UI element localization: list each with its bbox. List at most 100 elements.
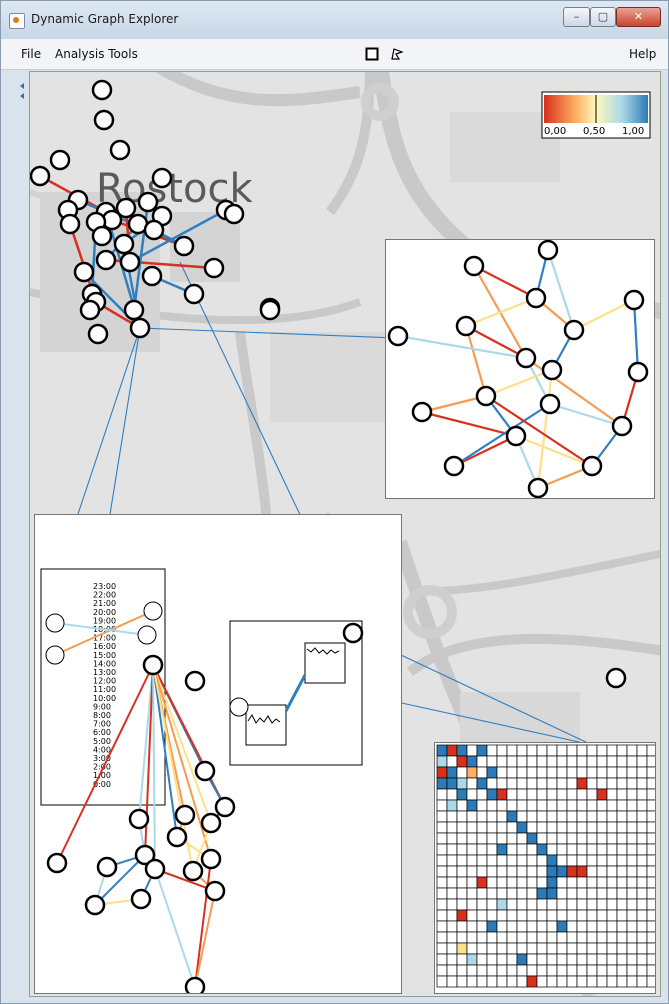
zoom-graph-node[interactable]: [627, 361, 649, 383]
matrix-cell: [516, 854, 528, 867]
time-scale-label: 15:00: [93, 651, 116, 660]
map-graph-node[interactable]: [203, 257, 225, 279]
time-graph-node[interactable]: [144, 858, 166, 880]
map-graph-node[interactable]: [119, 251, 141, 273]
map-graph-node[interactable]: [151, 167, 173, 189]
time-graph-node[interactable]: [194, 760, 216, 782]
map-graph-node[interactable]: [87, 323, 109, 345]
time-graph-node[interactable]: [184, 976, 206, 996]
map-graph-node[interactable]: [141, 265, 163, 287]
time-graph-node[interactable]: [137, 625, 157, 645]
map-graph-node[interactable]: [143, 219, 165, 241]
side-panel-toggle-icon[interactable]: [18, 81, 26, 101]
time-graph-node[interactable]: [200, 812, 222, 834]
time-graph-node[interactable]: [45, 645, 65, 665]
lasso-tool-icon[interactable]: [390, 47, 404, 61]
map-graph[interactable]: [30, 79, 281, 345]
map-graph-node[interactable]: [223, 203, 245, 225]
matrix-cell: [536, 777, 548, 790]
matrix-cell: [586, 821, 598, 834]
matrix-cell: [506, 942, 518, 955]
map-graph-node[interactable]: [73, 261, 95, 283]
adjacency-matrix-inset[interactable]: [434, 742, 658, 994]
map-graph-node[interactable]: [59, 213, 81, 235]
time-graph-node[interactable]: [84, 894, 106, 916]
matrix-cell: [636, 744, 648, 757]
menu-help[interactable]: Help: [629, 47, 657, 61]
map-graph-node[interactable]: [91, 225, 113, 247]
title-bar[interactable]: Dynamic Graph Explorer – ▢ ✕: [1, 1, 668, 39]
time-graph-node[interactable]: [143, 601, 163, 621]
map-graph-node[interactable]: [129, 317, 151, 339]
matrix-cell: [646, 766, 658, 779]
map-graph-node[interactable]: [259, 299, 281, 321]
matrix-cell: [516, 898, 528, 911]
map-graph-node[interactable]: [109, 139, 131, 161]
zoom-graph-node[interactable]: [539, 393, 561, 415]
zoom-graph-node[interactable]: [563, 319, 585, 341]
map-graph-node[interactable]: [95, 249, 117, 271]
time-graph-node[interactable]: [200, 848, 222, 870]
map-graph-node[interactable]: [91, 79, 113, 101]
time-graph-node[interactable]: [182, 860, 204, 882]
time-graph-node[interactable]: [96, 856, 118, 878]
menu-file[interactable]: File: [21, 47, 42, 61]
maximize-button[interactable]: ▢: [590, 7, 616, 27]
close-button[interactable]: ✕: [616, 7, 661, 27]
time-graph-node[interactable]: [204, 880, 226, 902]
time-graph-node[interactable]: [128, 808, 150, 830]
time-graph-node[interactable]: [45, 613, 65, 633]
map-canvas[interactable]: Rostock 0,00: [29, 71, 661, 997]
zoom-graph-node[interactable]: [411, 401, 433, 423]
map-graph-node[interactable]: [49, 149, 71, 171]
zoom-graph-node[interactable]: [581, 455, 603, 477]
time-scale-label: 12:00: [93, 677, 116, 686]
matrix-cell: [466, 953, 478, 966]
zoom-graph-node[interactable]: [537, 239, 559, 261]
map-graph-node[interactable]: [183, 283, 205, 305]
map-graph-node[interactable]: [113, 233, 135, 255]
time-graph-node[interactable]: [166, 826, 188, 848]
matrix-cell: [446, 799, 458, 812]
zoom-graph-node[interactable]: [463, 255, 485, 277]
menu-analysis-tools[interactable]: Analysis Tools: [55, 47, 138, 61]
zoom-graph-node[interactable]: [527, 477, 549, 499]
matrix-cell: [556, 920, 568, 933]
zoom-graph-node[interactable]: [475, 385, 497, 407]
map-graph-node[interactable]: [115, 197, 137, 219]
time-graph-node[interactable]: [134, 844, 156, 866]
time-graph-node[interactable]: [342, 622, 364, 644]
zoom-graph-node[interactable]: [443, 455, 465, 477]
matrix-cell: [526, 942, 538, 955]
zoom-graph-node[interactable]: [525, 287, 547, 309]
matrix-cell: [636, 810, 648, 823]
time-graph-node[interactable]: [142, 654, 164, 676]
zoom-graph-node[interactable]: [515, 347, 537, 369]
matrix-cell: [636, 843, 648, 856]
time-graph-node[interactable]: [174, 804, 196, 826]
zoom-graph-node[interactable]: [387, 325, 409, 347]
map-graph-node[interactable]: [137, 191, 159, 213]
map-graph-node[interactable]: [79, 299, 101, 321]
map-graph-node[interactable]: [173, 235, 195, 257]
time-graph-inset[interactable]: 23:0022:0021:0020:0019:0018:0017:0016:00…: [34, 514, 402, 996]
minimize-button[interactable]: –: [563, 7, 590, 27]
zoom-graph-node[interactable]: [505, 425, 527, 447]
link-node[interactable]: [605, 667, 627, 689]
time-graph-node[interactable]: [130, 888, 152, 910]
zoom-graph-node[interactable]: [455, 315, 477, 337]
time-graph-node[interactable]: [229, 697, 249, 717]
map-graph-node[interactable]: [93, 109, 115, 131]
time-graph-node[interactable]: [46, 852, 68, 874]
zoom-graph-node[interactable]: [541, 359, 563, 381]
zoom-graph-node[interactable]: [623, 289, 645, 311]
matrix-cell: [456, 898, 468, 911]
square-tool-icon[interactable]: [365, 47, 379, 61]
zoom-graph-node[interactable]: [611, 415, 633, 437]
map-graph-node[interactable]: [123, 299, 145, 321]
zoom-graph-inset[interactable]: [385, 239, 655, 499]
map-graph-node[interactable]: [30, 165, 51, 187]
time-graph-node[interactable]: [184, 670, 206, 692]
time-graph-node[interactable]: [214, 796, 236, 818]
matrix-cell: [486, 854, 498, 867]
